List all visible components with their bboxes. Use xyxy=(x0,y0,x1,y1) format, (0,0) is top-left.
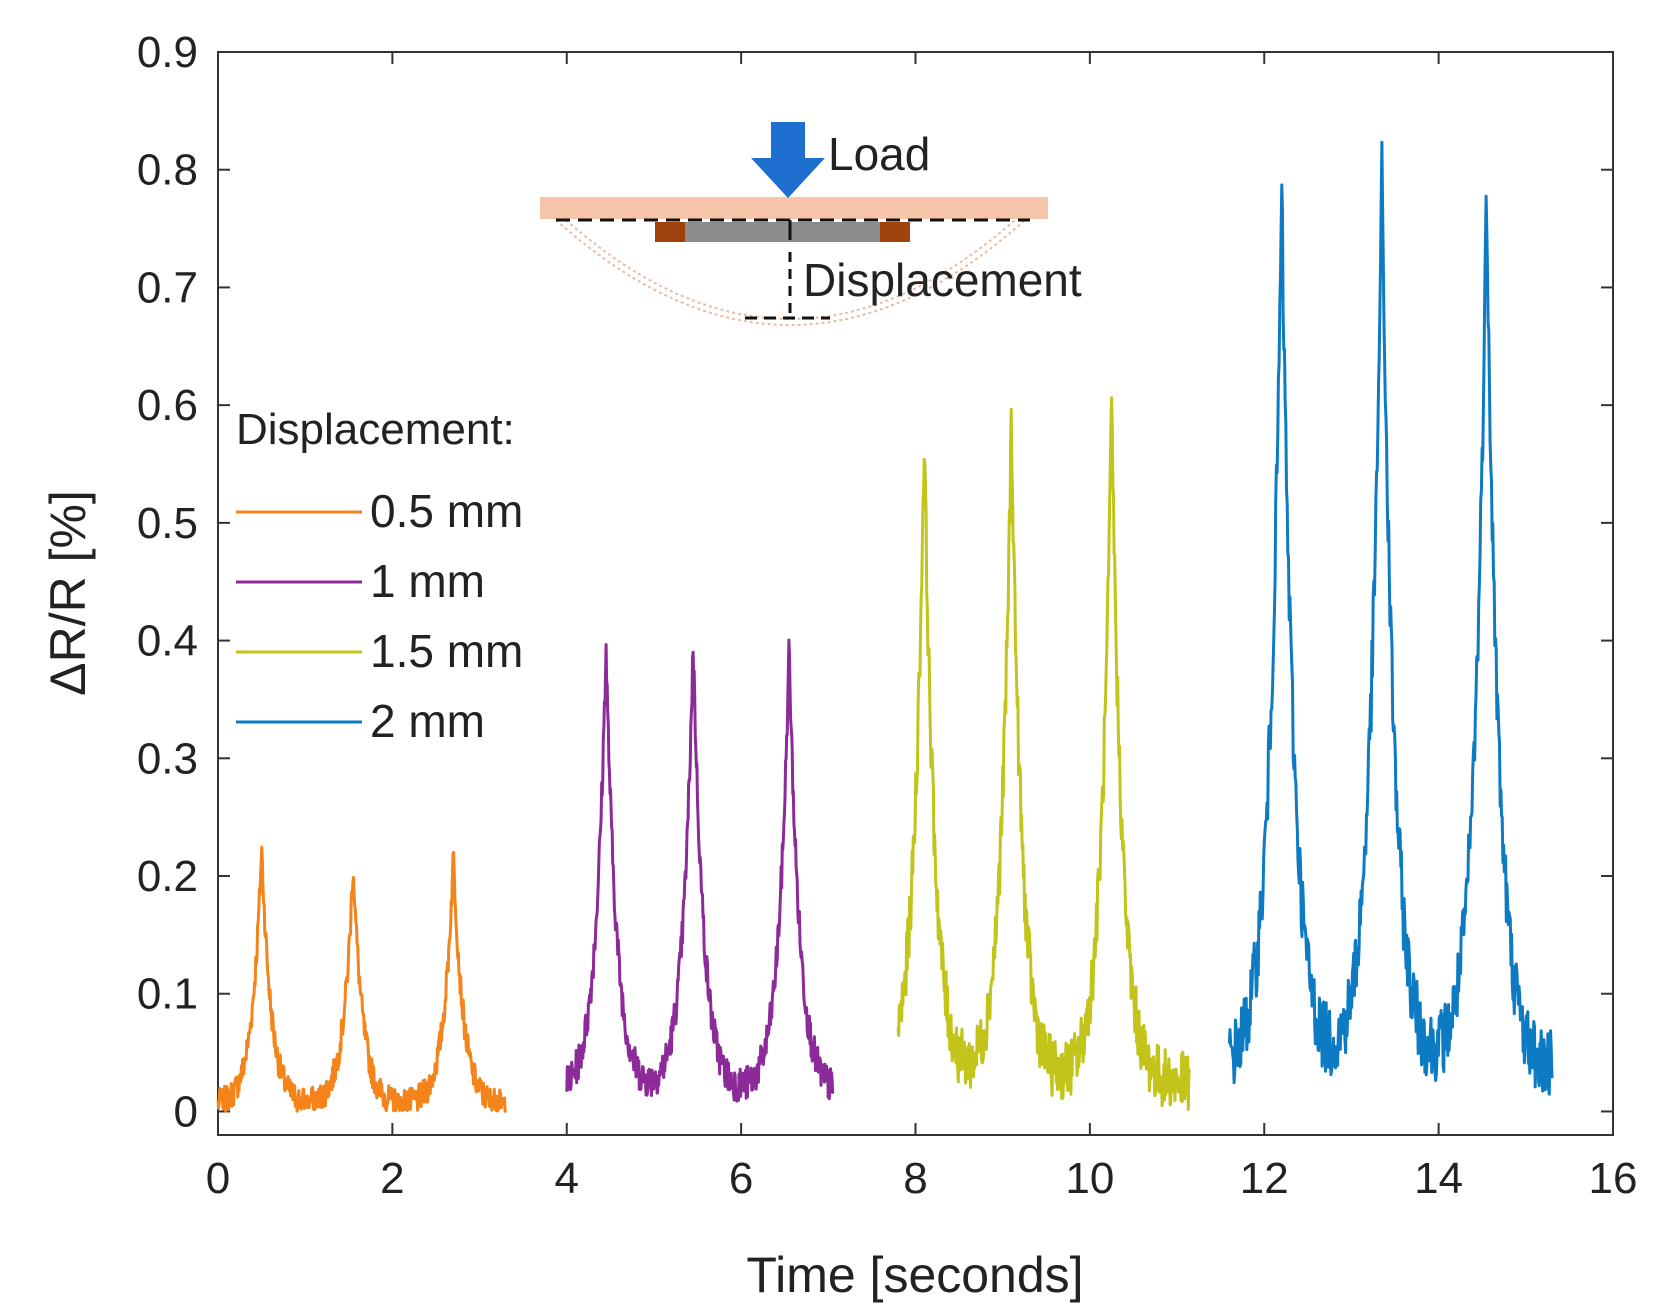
y-tick-label: 0.9 xyxy=(137,28,198,77)
y-tick-label: 0.3 xyxy=(137,734,198,783)
legend-label: 0.5 mm xyxy=(370,485,523,537)
x-tick-label: 0 xyxy=(206,1154,230,1203)
beam xyxy=(540,197,1048,219)
legend-label: 1.5 mm xyxy=(370,625,523,677)
y-tick-label: 0.4 xyxy=(137,617,198,666)
y-tick-label: 0.5 xyxy=(137,499,198,548)
series-line-0-5-mm xyxy=(216,845,508,1113)
legend-label: 1 mm xyxy=(370,555,485,607)
x-tick-label: 14 xyxy=(1414,1154,1463,1203)
displacement-label: Displacement xyxy=(803,254,1082,306)
series-line-1-5-mm xyxy=(896,396,1191,1111)
x-tick-label: 6 xyxy=(729,1154,753,1203)
x-tick-label: 2 xyxy=(380,1154,404,1203)
down-arrow-icon xyxy=(751,122,825,198)
y-tick-label: 0.1 xyxy=(137,970,198,1019)
x-axis-title: Time [seconds] xyxy=(746,1247,1083,1303)
legend-title: Displacement: xyxy=(236,405,515,454)
load-label: Load xyxy=(828,128,930,180)
series-line-2-mm xyxy=(1227,140,1554,1096)
x-tick-label: 10 xyxy=(1065,1154,1114,1203)
x-tick-label: 4 xyxy=(555,1154,579,1203)
sensor-strip xyxy=(685,222,880,242)
legend-entries: 0.5 mm 1 mm 1.5 mm 2 mm xyxy=(236,485,523,747)
legend-label: 2 mm xyxy=(370,695,485,747)
deflection-arc-inner xyxy=(565,219,1016,320)
y-tick-label: 0.8 xyxy=(137,146,198,195)
y-tick-label: 0.6 xyxy=(137,381,198,430)
ticks: 0 2 4 6 8 10 12 14 16 0 0.1 0.2 0.3 0.4 0.5 0.6 0.7 0.8 0.… xyxy=(137,28,1638,1203)
left-electrode xyxy=(655,222,685,242)
series-line-1-mm xyxy=(565,638,835,1103)
legend: Displacement: 0.5 mm 1 mm 1.5 mm 2 mm xyxy=(236,405,523,747)
load-diagram-inset: Load Displacement xyxy=(540,122,1082,326)
deflection-arc xyxy=(555,219,1026,326)
y-tick-label: 0 xyxy=(174,1087,198,1136)
y-tick-label: 0.7 xyxy=(137,263,198,312)
x-tick-label: 8 xyxy=(903,1154,927,1203)
x-tick-label: 16 xyxy=(1589,1154,1638,1203)
y-tick-label: 0.2 xyxy=(137,852,198,901)
right-electrode xyxy=(880,222,910,242)
y-axis-title: ΔR/R [%] xyxy=(40,490,96,696)
series-lines xyxy=(216,140,1554,1113)
x-tick-label: 12 xyxy=(1240,1154,1289,1203)
